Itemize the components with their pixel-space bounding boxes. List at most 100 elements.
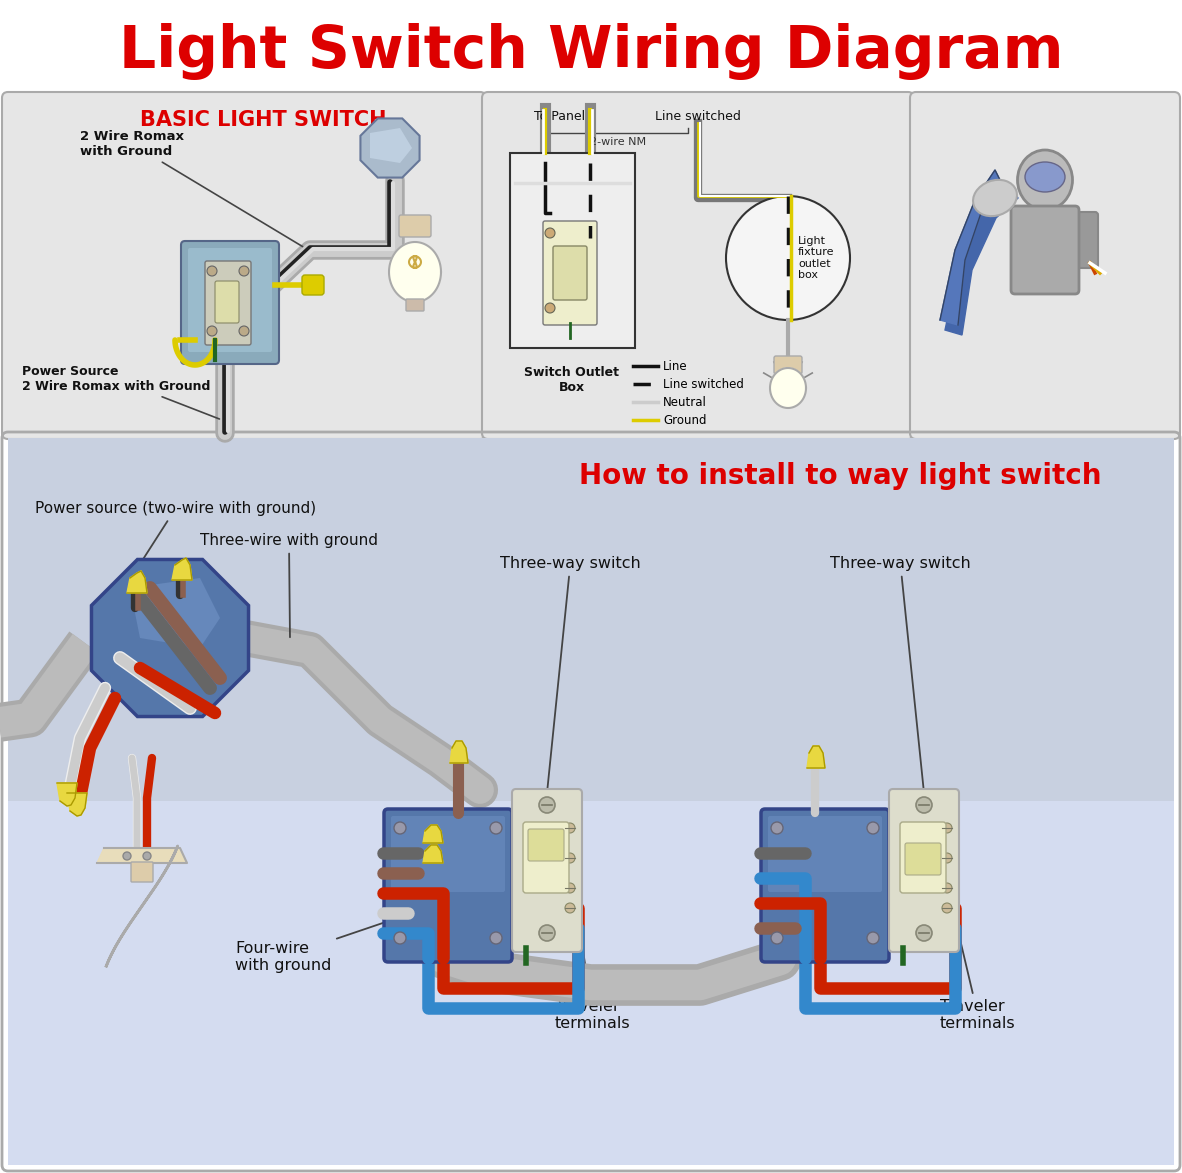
Circle shape — [394, 933, 405, 944]
Polygon shape — [944, 185, 1018, 335]
Ellipse shape — [1018, 150, 1072, 210]
Polygon shape — [97, 848, 187, 863]
Polygon shape — [126, 571, 147, 594]
Text: To Panel: To Panel — [534, 109, 585, 122]
Circle shape — [123, 852, 131, 860]
Bar — [8, 801, 1174, 1165]
Text: Traveler
terminals: Traveler terminals — [940, 921, 1015, 1031]
Circle shape — [207, 326, 217, 335]
Circle shape — [565, 823, 574, 833]
Circle shape — [239, 266, 249, 276]
Polygon shape — [423, 825, 443, 843]
FancyBboxPatch shape — [1011, 206, 1079, 294]
Text: Line: Line — [663, 359, 688, 373]
FancyBboxPatch shape — [1072, 212, 1098, 267]
Polygon shape — [57, 784, 77, 806]
Polygon shape — [940, 170, 1000, 325]
Circle shape — [143, 852, 151, 860]
Circle shape — [565, 883, 574, 893]
FancyBboxPatch shape — [301, 274, 324, 294]
Circle shape — [942, 853, 952, 863]
Text: Power Source
2 Wire Romax with Ground: Power Source 2 Wire Romax with Ground — [22, 365, 220, 419]
FancyBboxPatch shape — [900, 822, 946, 893]
FancyBboxPatch shape — [482, 91, 914, 439]
Circle shape — [942, 883, 952, 893]
Circle shape — [942, 823, 952, 833]
Circle shape — [394, 822, 405, 834]
FancyBboxPatch shape — [181, 240, 279, 364]
Bar — [8, 438, 1174, 801]
FancyBboxPatch shape — [215, 282, 239, 323]
Circle shape — [771, 933, 782, 944]
Circle shape — [942, 903, 952, 913]
Polygon shape — [423, 845, 443, 863]
FancyBboxPatch shape — [889, 789, 959, 952]
FancyBboxPatch shape — [188, 248, 272, 352]
FancyBboxPatch shape — [509, 152, 635, 348]
Circle shape — [916, 796, 931, 813]
Circle shape — [565, 903, 574, 913]
Circle shape — [771, 822, 782, 834]
Text: Three-way switch: Three-way switch — [830, 556, 970, 791]
Circle shape — [491, 933, 502, 944]
Circle shape — [539, 925, 556, 941]
Text: Three-wire with ground: Three-wire with ground — [200, 533, 378, 637]
FancyBboxPatch shape — [131, 862, 152, 882]
FancyBboxPatch shape — [405, 299, 424, 311]
Text: Ground: Ground — [663, 414, 707, 427]
Text: Light Switch Wiring Diagram: Light Switch Wiring Diagram — [118, 23, 1064, 81]
FancyBboxPatch shape — [522, 822, 569, 893]
FancyBboxPatch shape — [528, 829, 564, 861]
FancyBboxPatch shape — [910, 91, 1180, 439]
Text: Switch Outlet
Box: Switch Outlet Box — [525, 366, 619, 394]
Ellipse shape — [1025, 162, 1065, 192]
Circle shape — [545, 228, 556, 238]
Polygon shape — [91, 560, 248, 717]
FancyBboxPatch shape — [761, 809, 889, 962]
FancyBboxPatch shape — [768, 816, 882, 891]
Polygon shape — [389, 242, 441, 301]
Polygon shape — [130, 578, 220, 647]
Circle shape — [868, 933, 879, 944]
FancyBboxPatch shape — [391, 816, 505, 891]
Ellipse shape — [973, 179, 1017, 216]
Text: Four-wire
with ground: Four-wire with ground — [235, 890, 478, 972]
Text: Line switched: Line switched — [655, 109, 741, 122]
Circle shape — [539, 796, 556, 813]
Polygon shape — [450, 741, 468, 762]
FancyBboxPatch shape — [400, 215, 431, 237]
Circle shape — [726, 196, 850, 320]
Circle shape — [545, 303, 556, 313]
Polygon shape — [173, 558, 191, 579]
Polygon shape — [807, 746, 825, 768]
Polygon shape — [67, 793, 87, 816]
Circle shape — [868, 822, 879, 834]
Text: Power source (two-wire with ground): Power source (two-wire with ground) — [35, 501, 316, 601]
Text: 2 Wire Romax
with Ground: 2 Wire Romax with Ground — [80, 130, 303, 246]
Text: Line switched: Line switched — [663, 378, 743, 391]
Polygon shape — [361, 118, 420, 177]
Circle shape — [565, 853, 574, 863]
Circle shape — [916, 925, 931, 941]
Text: How to install to way light switch: How to install to way light switch — [579, 462, 1102, 490]
FancyBboxPatch shape — [384, 809, 512, 962]
Text: Three-way switch: Three-way switch — [500, 556, 641, 791]
Polygon shape — [769, 368, 806, 408]
FancyBboxPatch shape — [905, 843, 941, 875]
FancyBboxPatch shape — [2, 91, 486, 439]
FancyBboxPatch shape — [543, 221, 597, 325]
Text: BASIC LIGHT SWITCH: BASIC LIGHT SWITCH — [139, 110, 387, 130]
Text: 2-wire NM: 2-wire NM — [590, 137, 647, 147]
Polygon shape — [370, 128, 413, 163]
Text: Neutral: Neutral — [663, 395, 707, 408]
FancyBboxPatch shape — [553, 246, 587, 300]
FancyBboxPatch shape — [774, 355, 803, 374]
FancyBboxPatch shape — [512, 789, 582, 952]
Circle shape — [239, 326, 249, 335]
Polygon shape — [106, 846, 177, 967]
FancyBboxPatch shape — [204, 262, 251, 345]
Circle shape — [207, 266, 217, 276]
Circle shape — [491, 822, 502, 834]
Text: Light
fixture
outlet
box: Light fixture outlet box — [798, 236, 834, 280]
Text: Traveler
terminals: Traveler terminals — [556, 921, 631, 1031]
